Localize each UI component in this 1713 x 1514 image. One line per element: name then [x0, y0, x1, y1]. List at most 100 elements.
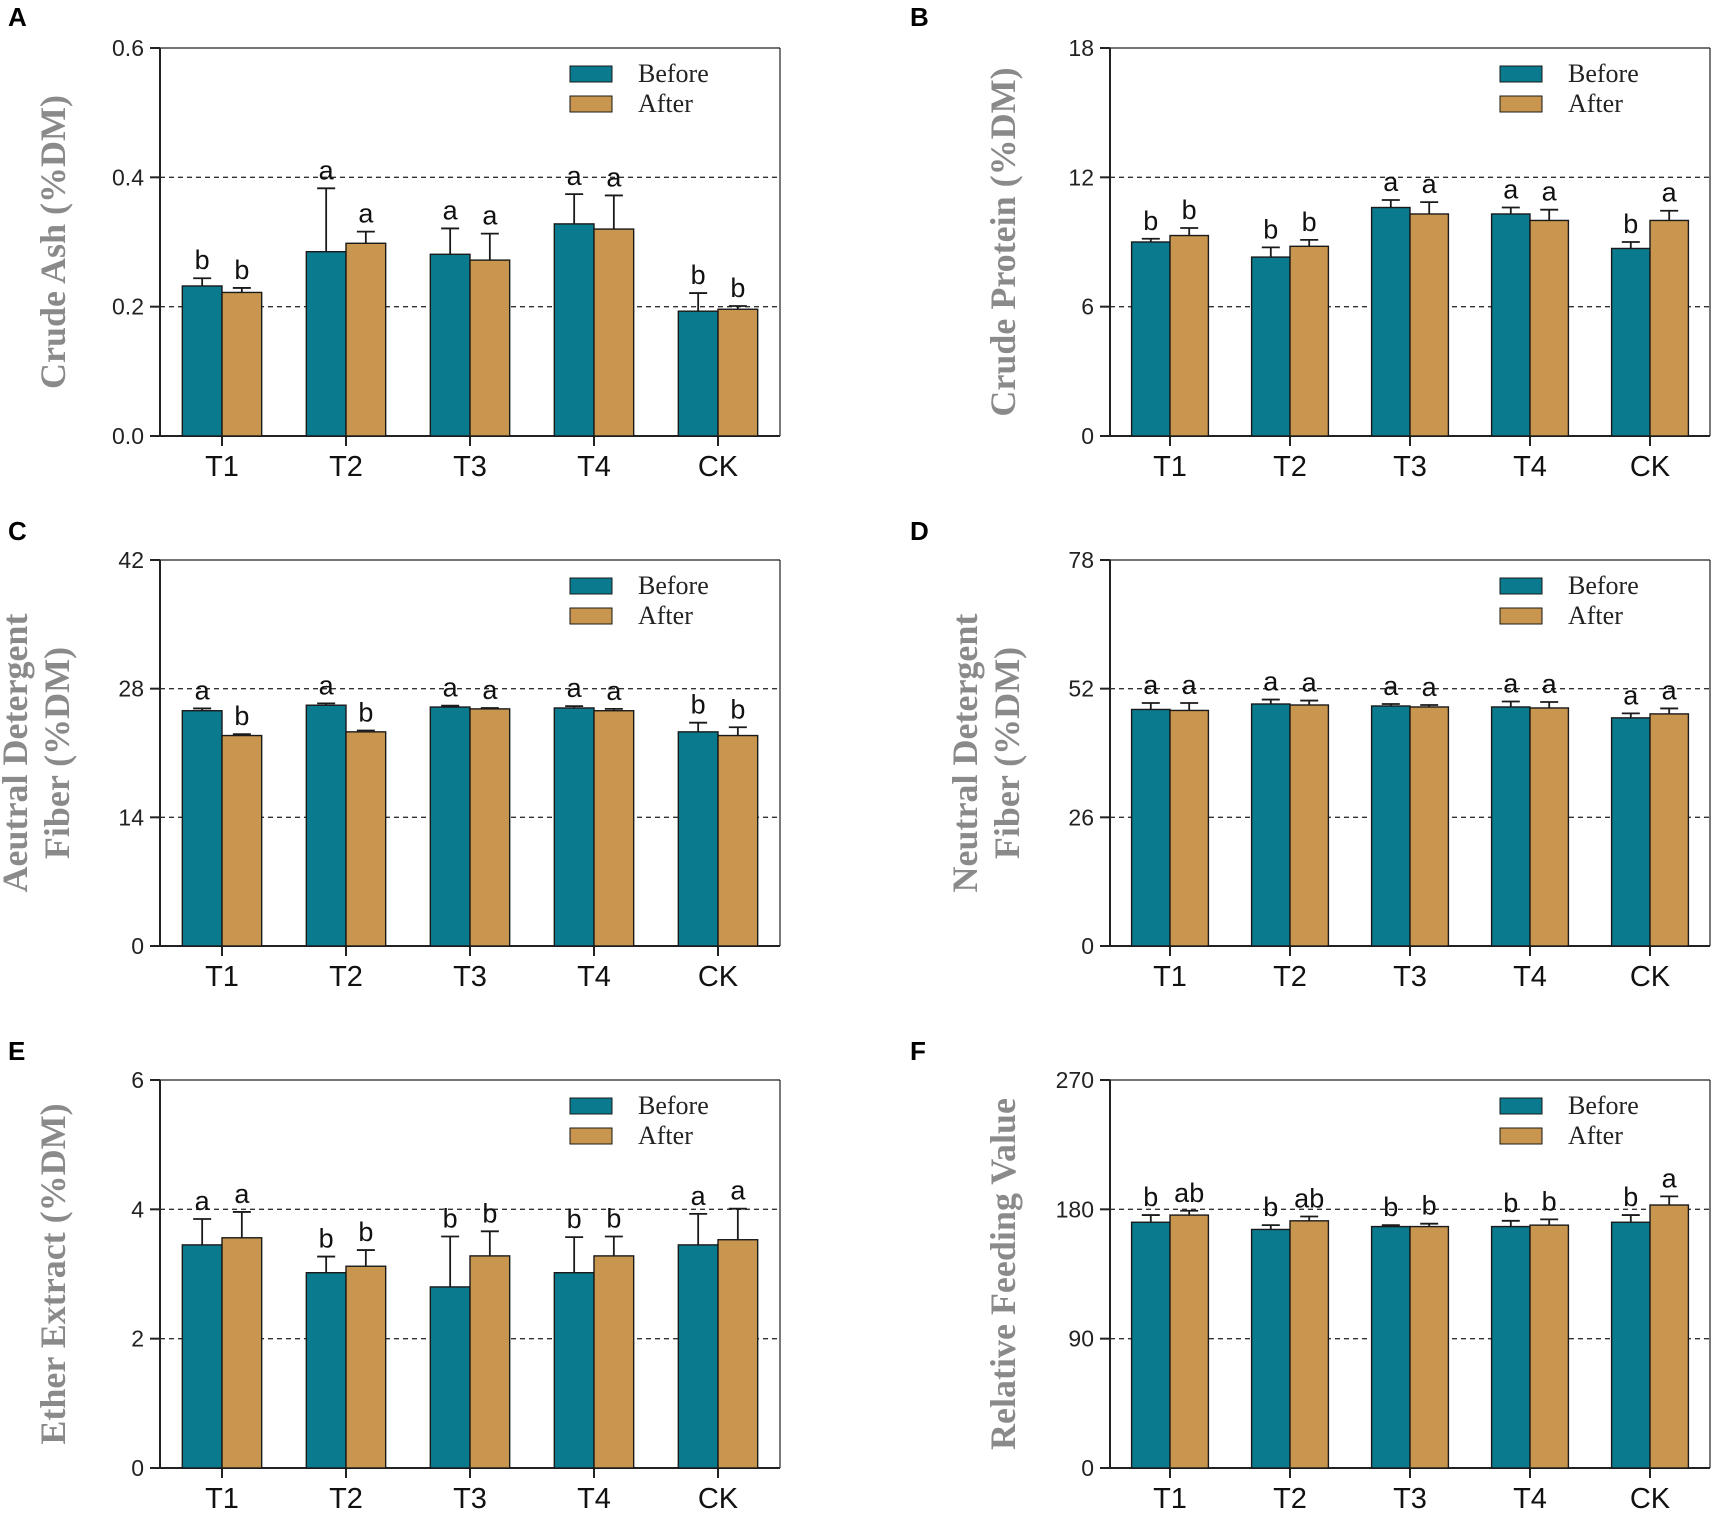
significance-label: a — [1662, 675, 1678, 705]
significance-label: a — [606, 676, 622, 706]
legend-swatch-after — [1499, 607, 1543, 625]
significance-label: b — [319, 1224, 334, 1254]
legend-swatch-before — [1499, 577, 1543, 595]
legend-label-after: After — [638, 1121, 693, 1150]
bar-after-t1 — [1169, 234, 1210, 437]
significance-label: a — [567, 673, 583, 703]
bar-after-t3 — [469, 259, 511, 437]
significance-label: b — [1143, 206, 1158, 236]
bar-before-t2 — [305, 1272, 347, 1469]
y-axis-label: Relative Feeding Value — [983, 1098, 1023, 1450]
y-tick-label: 90 — [1068, 1326, 1094, 1352]
significance-label: a — [1503, 669, 1519, 699]
y-tick-label: 0 — [1081, 1455, 1094, 1481]
legend-swatch-before — [1499, 65, 1543, 83]
significance-label: a — [1623, 680, 1639, 710]
x-tick-label: T3 — [453, 1483, 487, 1514]
bar-after-t2 — [1289, 1220, 1330, 1469]
bar-before-ck — [677, 731, 719, 947]
significance-label: b — [358, 697, 373, 727]
bar-before-t4 — [1490, 213, 1531, 437]
significance-label: b — [1623, 1182, 1638, 1212]
bar-before-ck — [677, 1244, 719, 1469]
bar-before-t1 — [1130, 708, 1171, 947]
x-tick-label: T4 — [1513, 1483, 1547, 1514]
panel-letter: C — [8, 516, 27, 546]
significance-label: b — [1302, 207, 1317, 237]
significance-label: b — [1503, 1188, 1518, 1218]
bar-before-t3 — [1370, 705, 1411, 947]
significance-label: b — [1143, 1182, 1158, 1212]
y-tick-label: 18 — [1068, 35, 1094, 61]
significance-label: b — [1383, 1192, 1398, 1222]
bar-before-t3 — [1370, 1225, 1411, 1469]
bar-after-t4 — [593, 1255, 635, 1469]
bar-after-ck — [1649, 713, 1690, 947]
legend-label-before: Before — [638, 1091, 709, 1120]
x-tick-label: T1 — [1153, 451, 1187, 483]
legend-swatch-after — [569, 1127, 613, 1145]
bar-before-t2 — [305, 704, 347, 947]
bar-after-ck — [1649, 1204, 1690, 1469]
significance-label: a — [1542, 669, 1558, 699]
legend-label-after: After — [1568, 1121, 1623, 1150]
bar-after-t3 — [469, 1255, 511, 1469]
significance-label: a — [358, 199, 374, 229]
x-tick-label: T3 — [1393, 451, 1427, 483]
bar-after-ck — [717, 308, 759, 437]
legend-swatch-before — [1499, 1097, 1543, 1115]
significance-label: a — [606, 162, 622, 192]
bar-after-t4 — [1529, 1224, 1570, 1469]
bar-before-t1 — [181, 710, 223, 947]
significance-label: a — [1503, 175, 1519, 205]
bar-before-t4 — [553, 707, 595, 947]
significance-label: b — [730, 694, 745, 724]
bar-after-t2 — [1289, 704, 1330, 947]
y-axis-label: Crude Ash (%DM) — [33, 95, 73, 389]
bar-after-ck — [717, 1239, 759, 1469]
significance-label: ab — [1174, 1178, 1204, 1208]
legend-label-before: Before — [638, 571, 709, 600]
significance-label: a — [1383, 671, 1399, 701]
bar-after-t1 — [1169, 709, 1210, 947]
significance-label: b — [1182, 195, 1197, 225]
x-tick-label: T4 — [1513, 961, 1547, 993]
significance-label: a — [730, 1176, 746, 1206]
bar-before-t3 — [1370, 206, 1411, 437]
x-tick-label: CK — [698, 961, 739, 993]
significance-label: b — [195, 245, 210, 275]
bar-before-ck — [677, 310, 719, 437]
bar-before-t2 — [1250, 256, 1291, 437]
bar-after-t2 — [345, 731, 387, 947]
x-tick-label: T3 — [1393, 961, 1427, 993]
panel-letter: F — [910, 1036, 926, 1066]
bar-after-t2 — [345, 242, 387, 437]
significance-label: a — [482, 201, 498, 231]
bar-before-t2 — [1250, 1228, 1291, 1469]
bar-after-t1 — [221, 734, 263, 947]
y-tick-label: 0.0 — [112, 423, 144, 449]
y-tick-label: 0 — [131, 933, 144, 959]
y-tick-label: 4 — [131, 1196, 144, 1222]
bar-after-t1 — [1169, 1214, 1210, 1469]
x-tick-label: T4 — [577, 961, 611, 993]
x-tick-label: T4 — [1513, 451, 1547, 483]
significance-label: b — [1263, 1192, 1278, 1222]
significance-label: a — [1302, 668, 1318, 698]
bar-before-t1 — [181, 1244, 223, 1469]
bar-after-t1 — [221, 1237, 263, 1469]
y-tick-label: 0 — [1081, 933, 1094, 959]
significance-label: b — [691, 690, 706, 720]
bar-after-t4 — [1529, 219, 1570, 437]
bar-before-t1 — [181, 285, 223, 437]
y-tick-label: 0.6 — [112, 35, 144, 61]
bar-after-t4 — [593, 710, 635, 947]
significance-label: b — [358, 1217, 373, 1247]
x-tick-label: T4 — [577, 1483, 611, 1514]
bar-after-t2 — [1289, 245, 1330, 437]
bar-before-t4 — [553, 1272, 595, 1469]
y-tick-label: 52 — [1068, 676, 1094, 702]
